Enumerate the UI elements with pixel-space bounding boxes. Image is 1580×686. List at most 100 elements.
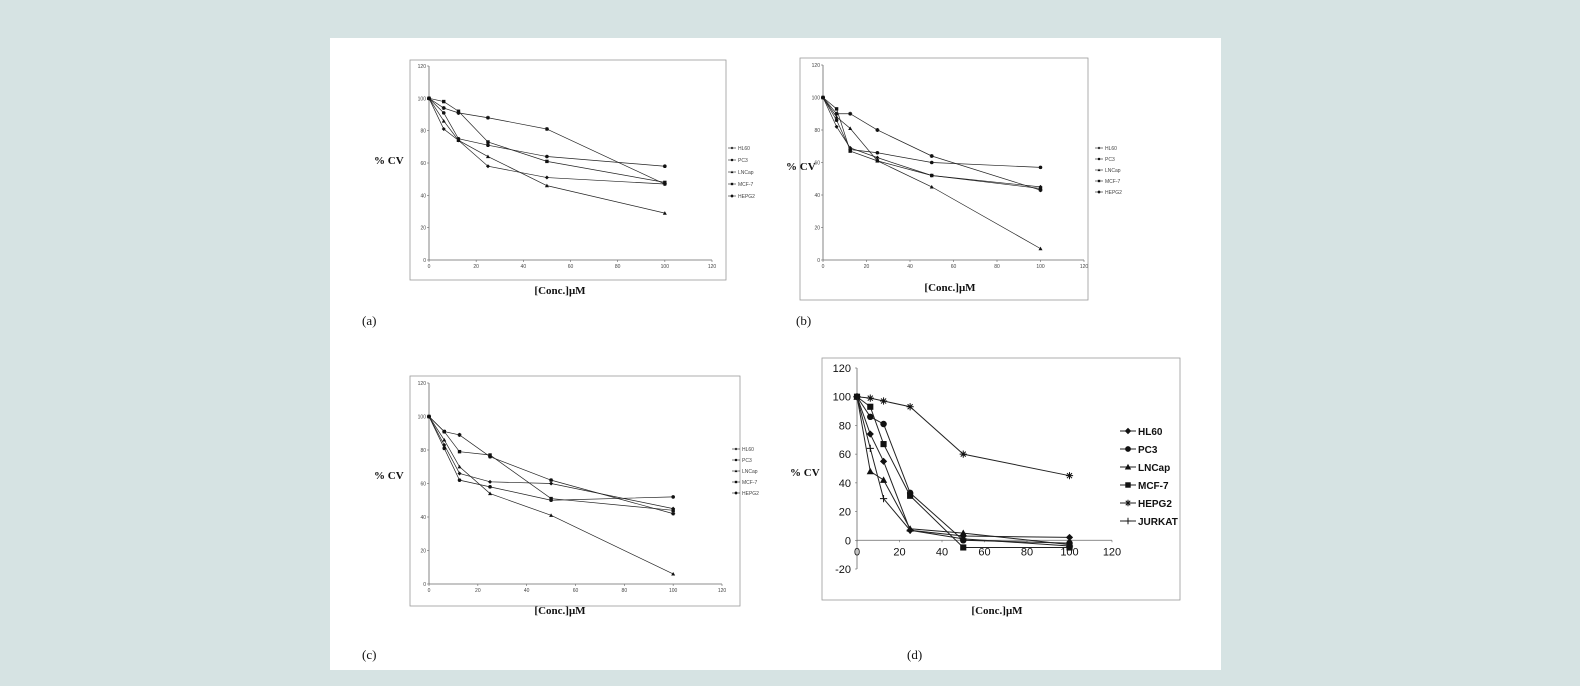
data-point-jurkat (1065, 542, 1074, 550)
series-line-hl60 (856, 396, 1070, 538)
series-line-hepg2 (822, 97, 1041, 191)
data-point-lncap (485, 154, 490, 159)
data-point-mcf-7 (486, 140, 490, 144)
data-point-hl60 (549, 481, 554, 486)
x-axis-label: [Conc.]μM (534, 285, 586, 297)
x-tick-label: 20 (473, 264, 479, 270)
series-line-lncap (428, 98, 665, 214)
data-point-lncap (834, 115, 839, 119)
series-line-lncap (822, 97, 1041, 249)
y-tick-label: 40 (839, 478, 851, 490)
data-point-hepg2 (427, 414, 431, 419)
series-line-hl60 (428, 98, 665, 185)
x-tick-label: 60 (573, 588, 579, 594)
data-point-hepg2 (1038, 188, 1043, 193)
data-point-hepg2 (544, 127, 549, 132)
legend-marker (730, 182, 734, 186)
x-tick-label: 60 (978, 546, 990, 558)
panel-label: (d) (907, 647, 922, 662)
x-tick-label: 100 (661, 264, 670, 270)
x-axis-label: [Conc.]μM (924, 282, 976, 294)
legend-label: MCF-7 (1138, 481, 1169, 492)
data-point-hl60 (834, 124, 839, 129)
y-tick-label: 60 (420, 161, 426, 167)
chart-frame (409, 375, 741, 607)
data-point-hepg2 (485, 115, 490, 120)
data-point-lncap (1038, 246, 1043, 251)
y-tick-label: 20 (814, 226, 820, 232)
legend-item-hepg2: HEPG2 (1120, 499, 1172, 510)
data-point-lncap (879, 476, 888, 483)
y-tick-label: -20 (835, 564, 851, 576)
x-tick-label: 20 (475, 588, 481, 594)
legend-label: HEPG2 (742, 491, 759, 497)
legend-marker (730, 146, 734, 150)
data-point-hepg2 (427, 96, 431, 101)
legend-marker (1124, 463, 1132, 470)
data-point-hl60 (485, 164, 490, 169)
data-point-mcf-7 (457, 449, 462, 454)
x-axis-label: [Conc.]μM (534, 605, 586, 617)
y-tick-label: 0 (845, 535, 851, 547)
legend-label: HEPG2 (1138, 499, 1172, 510)
data-point-hl60 (879, 457, 888, 465)
data-point-lncap (544, 183, 549, 188)
series-line-pc3 (822, 97, 1041, 168)
series-hepg2 (427, 96, 667, 187)
data-point-hepg2 (1065, 472, 1074, 480)
chart-frame (821, 357, 1181, 601)
series-line-pc3 (428, 98, 665, 167)
data-point-lncap (866, 467, 874, 475)
legend-item-mcf-7: MCF-7 (1095, 179, 1120, 185)
data-point-pc3 (880, 420, 887, 428)
x-axis-label: [Conc.]μM (971, 605, 1023, 617)
data-point-hepg2 (821, 95, 825, 100)
data-point-mcf-7 (907, 492, 914, 499)
data-point-lncap (662, 211, 667, 215)
data-point-mcf-7 (875, 159, 880, 163)
x-tick-label: 60 (951, 264, 957, 270)
legend-marker (734, 480, 738, 484)
legend-item-pc3: PC3 (1120, 445, 1158, 456)
data-point-pc3 (457, 478, 462, 482)
data-point-hepg2 (671, 511, 676, 516)
legend-item-lncap: LNCap (728, 170, 754, 176)
data-point-hepg2 (866, 394, 874, 402)
legend-label: MCF-7 (738, 182, 753, 188)
legend-label: MCF-7 (742, 480, 757, 486)
charts-svg: 0 20 40 60 80 100 120 0 20 40 60 80 100 120 % CV [Conc.… (362, 57, 1181, 662)
data-point-mcf-7 (834, 107, 839, 111)
x-tick-label: 40 (524, 588, 530, 594)
legend-item-hepg2: HEPG2 (732, 491, 759, 497)
legend-marker (734, 469, 738, 473)
data-point-hepg2 (456, 110, 461, 115)
y-axis-label: % CV (374, 155, 404, 167)
data-point-lncap (442, 437, 447, 442)
y-tick-label: 60 (839, 449, 851, 461)
data-point-jurkat (879, 495, 888, 503)
data-point-pc3 (875, 150, 880, 155)
legend-label: HEPG2 (738, 194, 755, 200)
data-point-lncap (929, 184, 934, 189)
data-point-mcf-7 (960, 544, 967, 551)
data-point-jurkat (959, 535, 967, 543)
data-point-pc3 (545, 154, 549, 159)
legend-item-hl60: HL60 (1120, 427, 1163, 438)
y-tick-label: 120 (812, 63, 821, 69)
legend-item-hl60: HL60 (1095, 146, 1117, 152)
x-tick-label: 80 (994, 264, 1000, 270)
series-line-hl60 (428, 416, 674, 509)
data-point-hepg2 (549, 478, 554, 483)
series-line-pc3 (856, 396, 1070, 544)
x-tick-label: 120 (718, 588, 727, 594)
legend-item-pc3: PC3 (1095, 157, 1115, 163)
legend-label: LNCap (1105, 168, 1121, 174)
data-point-lncap (488, 491, 493, 496)
x-tick-label: 0 (822, 264, 825, 270)
series-hepg2 (427, 414, 676, 516)
y-tick-label: 60 (814, 161, 820, 167)
y-tick-label: 100 (418, 96, 427, 102)
data-point-pc3 (486, 143, 490, 148)
y-tick-label: 0 (423, 258, 426, 264)
x-tick-label: 0 (428, 264, 431, 270)
